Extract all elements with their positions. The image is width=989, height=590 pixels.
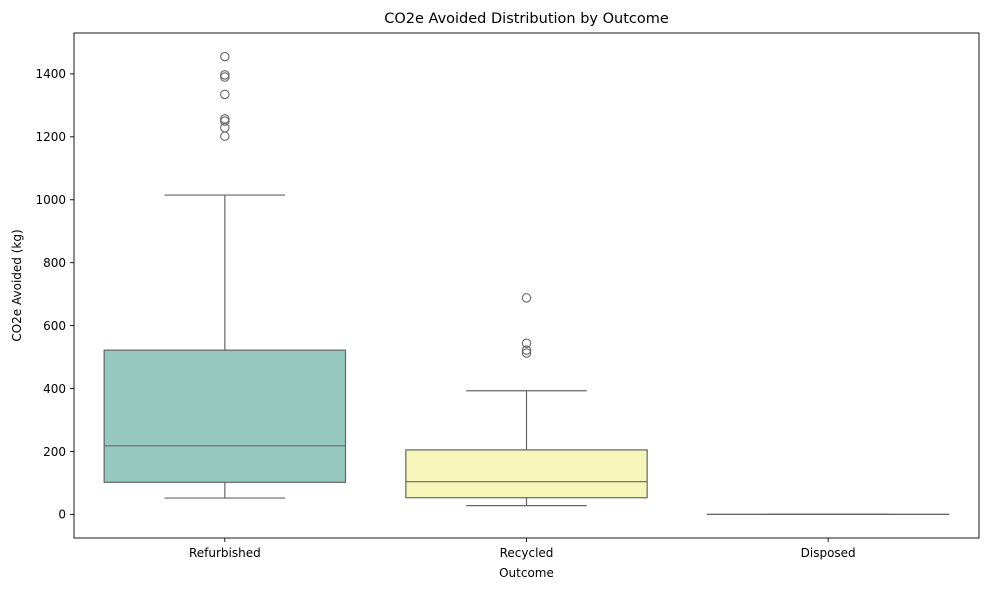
outlier-point	[220, 70, 230, 80]
y-tick-label: 800	[43, 256, 66, 270]
y-axis-label: CO2e Avoided (kg)	[10, 229, 24, 341]
x-tick-label: Recycled	[500, 546, 554, 560]
y-tick-label: 400	[43, 382, 66, 396]
outlier-point	[521, 338, 532, 348]
x-tick-label: Refurbished	[189, 546, 261, 560]
y-axis: 0 200 400 600 800 1000 1200 1400	[35, 67, 74, 522]
chart-title: CO2e Avoided Distribution by Outcome	[384, 11, 669, 27]
outlier-point	[220, 89, 230, 100]
y-tick-label: 1400	[35, 67, 66, 81]
x-axis-label: Outcome	[499, 566, 554, 580]
iqr-box	[103, 349, 347, 483]
outlier-point	[220, 131, 230, 141]
x-tick-label: Disposed	[801, 546, 856, 560]
outlier-point	[220, 51, 230, 62]
iqr-box	[405, 449, 648, 499]
y-tick-label: 0	[58, 508, 66, 522]
y-tick-label: 600	[43, 319, 66, 333]
x-axis: Refurbished Recycled Disposed	[189, 538, 856, 560]
outlier-point	[521, 293, 532, 303]
y-tick-label: 1000	[35, 193, 66, 207]
outlier-point	[220, 114, 230, 124]
box-recycled	[405, 293, 648, 507]
outlier-point	[521, 348, 532, 358]
y-tick-label: 200	[43, 445, 66, 459]
box-refurbished	[103, 51, 347, 499]
outlier-point	[521, 345, 532, 355]
y-tick-label: 1200	[35, 130, 66, 144]
boxes-layer	[103, 51, 950, 516]
